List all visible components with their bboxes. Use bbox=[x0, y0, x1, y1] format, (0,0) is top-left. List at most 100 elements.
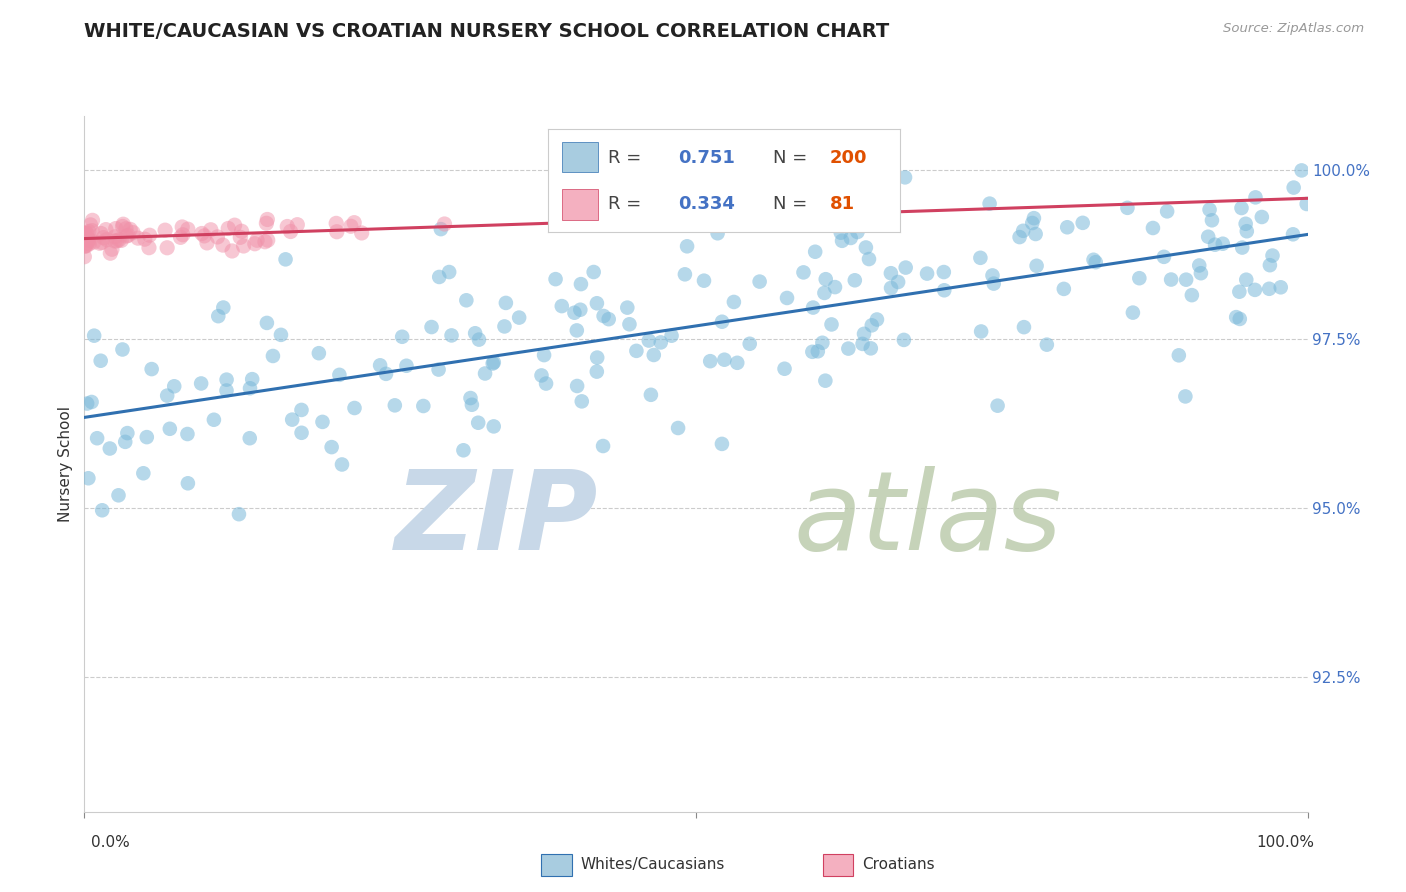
Point bbox=[830, 226, 852, 240]
Point bbox=[77, 236, 100, 251]
Point bbox=[412, 399, 434, 413]
Point bbox=[859, 342, 882, 356]
Point bbox=[1295, 197, 1317, 211]
Point bbox=[212, 301, 235, 315]
Point bbox=[1071, 216, 1094, 230]
Point bbox=[1084, 255, 1107, 269]
Point bbox=[343, 216, 366, 230]
Point bbox=[73, 230, 96, 244]
Point bbox=[221, 244, 243, 258]
Point bbox=[1036, 337, 1059, 351]
Point bbox=[215, 384, 238, 398]
Point bbox=[1022, 211, 1045, 226]
Point bbox=[270, 327, 292, 342]
Point bbox=[101, 242, 124, 256]
Point bbox=[592, 309, 614, 323]
Point bbox=[853, 326, 876, 341]
Point bbox=[592, 439, 614, 453]
Point bbox=[321, 440, 343, 454]
Point bbox=[813, 285, 835, 300]
Point bbox=[855, 240, 877, 254]
Point bbox=[461, 398, 484, 412]
Point bbox=[115, 221, 138, 235]
Point bbox=[215, 373, 238, 387]
Point bbox=[169, 230, 191, 244]
Point bbox=[738, 336, 761, 351]
Point bbox=[90, 353, 112, 368]
Point bbox=[117, 426, 139, 441]
Point bbox=[1160, 272, 1182, 286]
Point bbox=[80, 224, 103, 238]
Point bbox=[141, 362, 163, 376]
Point bbox=[163, 379, 186, 393]
Point bbox=[76, 226, 98, 240]
Point bbox=[456, 293, 478, 308]
Point bbox=[619, 318, 641, 332]
Point bbox=[86, 431, 108, 445]
Point bbox=[474, 367, 496, 381]
Point bbox=[94, 222, 117, 236]
Point bbox=[880, 266, 903, 280]
Point bbox=[228, 507, 250, 521]
Point bbox=[120, 222, 142, 236]
Point bbox=[804, 244, 827, 259]
Text: R =: R = bbox=[609, 194, 641, 212]
Text: 0.334: 0.334 bbox=[678, 194, 735, 212]
Point bbox=[661, 328, 683, 343]
Point bbox=[110, 234, 132, 248]
Point bbox=[308, 346, 330, 360]
Point bbox=[285, 218, 308, 232]
Point bbox=[814, 272, 837, 286]
Text: ZIP: ZIP bbox=[395, 466, 598, 573]
Point bbox=[467, 416, 489, 430]
Point bbox=[1083, 252, 1105, 267]
Point bbox=[453, 443, 475, 458]
Point bbox=[1227, 285, 1250, 299]
Point bbox=[844, 273, 866, 287]
Point bbox=[801, 301, 824, 315]
Point bbox=[107, 488, 129, 502]
Point bbox=[433, 217, 456, 231]
Point bbox=[127, 231, 149, 245]
Point bbox=[193, 228, 215, 243]
Point bbox=[699, 354, 721, 368]
Point bbox=[76, 231, 98, 245]
Point bbox=[207, 309, 229, 323]
Point bbox=[887, 275, 910, 289]
Point bbox=[111, 343, 134, 357]
Point bbox=[1234, 273, 1257, 287]
Point bbox=[893, 333, 915, 347]
Point bbox=[232, 239, 254, 253]
Point bbox=[76, 235, 98, 250]
Point bbox=[481, 357, 503, 371]
Point bbox=[706, 227, 728, 241]
Point bbox=[495, 296, 517, 310]
Point bbox=[73, 227, 96, 241]
Point bbox=[1156, 204, 1178, 219]
Point bbox=[190, 376, 212, 391]
Text: Croatians: Croatians bbox=[862, 857, 935, 871]
Point bbox=[983, 277, 1005, 291]
Point bbox=[104, 234, 127, 248]
Point bbox=[281, 412, 304, 426]
Point bbox=[673, 268, 696, 282]
Point bbox=[807, 344, 830, 359]
Point bbox=[243, 236, 266, 251]
Point bbox=[105, 234, 128, 248]
Point bbox=[693, 274, 716, 288]
Point bbox=[391, 330, 413, 344]
Point bbox=[77, 233, 100, 247]
Point bbox=[494, 319, 516, 334]
Point bbox=[104, 221, 127, 235]
Point bbox=[725, 356, 748, 370]
Point bbox=[1282, 227, 1305, 242]
Point bbox=[83, 235, 105, 249]
Point bbox=[1244, 283, 1267, 297]
Point bbox=[176, 427, 198, 442]
Point bbox=[440, 328, 463, 343]
Point bbox=[89, 236, 111, 251]
Point bbox=[565, 379, 588, 393]
Point bbox=[482, 355, 505, 369]
Point bbox=[569, 277, 592, 291]
Point bbox=[256, 212, 278, 227]
